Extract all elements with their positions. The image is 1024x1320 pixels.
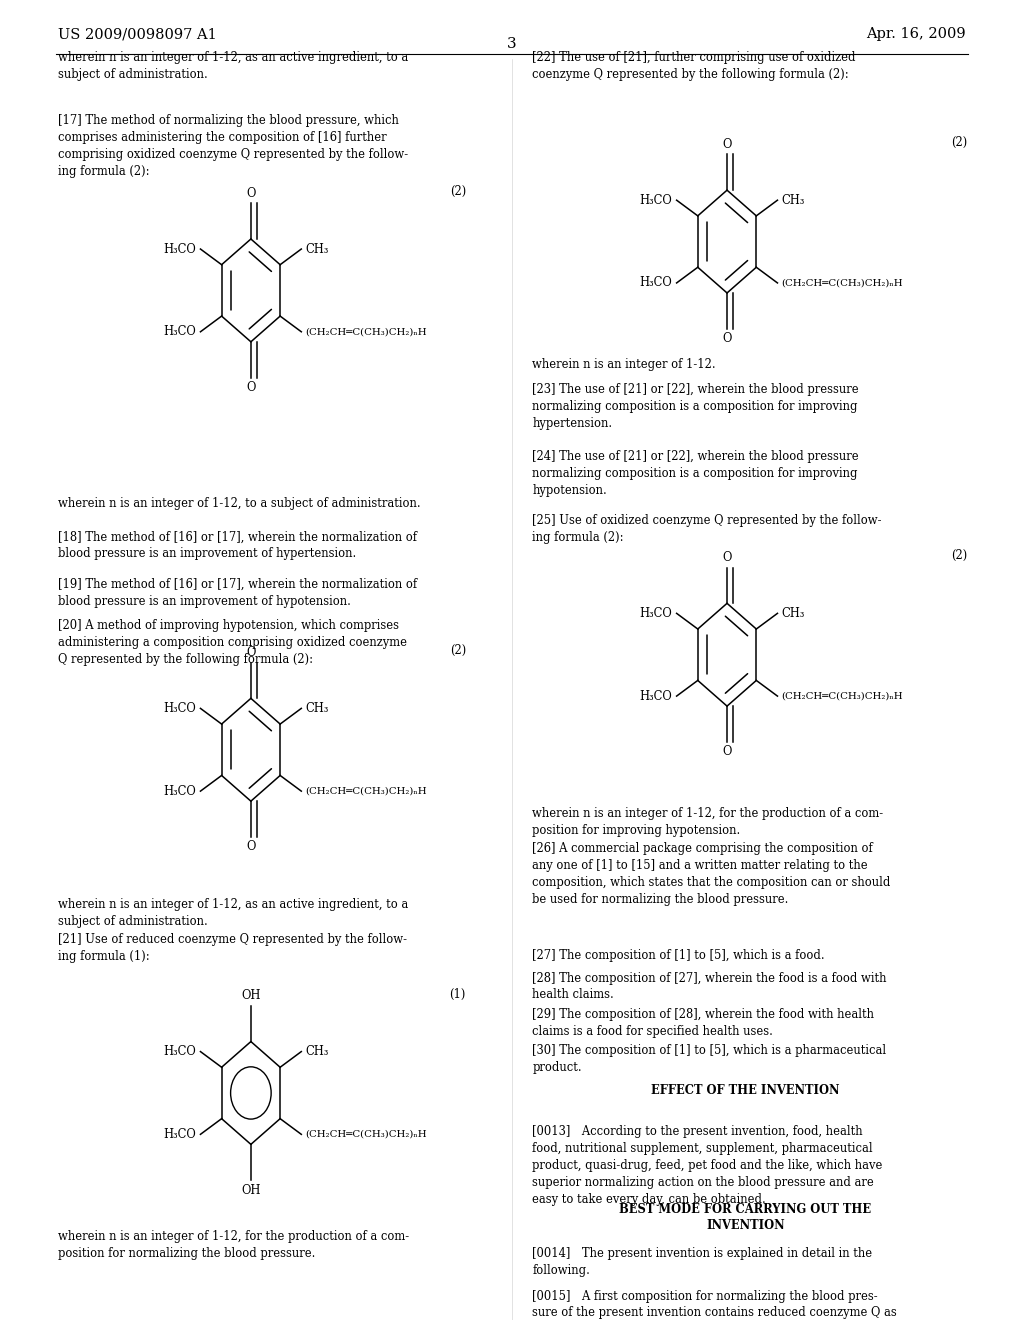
Text: [25] Use of oxidized coenzyme Q represented by the follow-
ing formula (2):: [25] Use of oxidized coenzyme Q represen… — [532, 513, 882, 544]
Text: CH₃: CH₃ — [305, 1045, 329, 1059]
Text: (1): (1) — [450, 987, 466, 1001]
Text: EFFECT OF THE INVENTION: EFFECT OF THE INVENTION — [651, 1084, 840, 1097]
Text: (CH₂CH═C(CH₃)CH₂)ₙH: (CH₂CH═C(CH₃)CH₂)ₙH — [781, 279, 903, 288]
Text: [22] The use of [21], further comprising use of oxidized
coenzyme Q represented : [22] The use of [21], further comprising… — [532, 50, 856, 81]
Text: [0013] According to the present invention, food, health
food, nutritional supple: [0013] According to the present inventio… — [532, 1125, 883, 1205]
Text: CH₃: CH₃ — [781, 607, 805, 620]
Text: (CH₂CH═C(CH₃)CH₂)ₙH: (CH₂CH═C(CH₃)CH₂)ₙH — [781, 692, 903, 701]
Text: O: O — [246, 187, 256, 199]
Text: wherein n is an integer of 1-12.: wherein n is an integer of 1-12. — [532, 358, 716, 371]
Text: [20] A method of improving hypotension, which comprises
administering a composit: [20] A method of improving hypotension, … — [58, 619, 408, 665]
Text: [29] The composition of [28], wherein the food with health
claims is a food for : [29] The composition of [28], wherein th… — [532, 1008, 874, 1039]
Text: BEST MODE FOR CARRYING OUT THE
INVENTION: BEST MODE FOR CARRYING OUT THE INVENTION — [620, 1203, 871, 1233]
Text: H₃CO: H₃CO — [640, 607, 673, 620]
Text: CH₃: CH₃ — [305, 702, 329, 715]
Text: 3: 3 — [507, 37, 517, 50]
Text: Apr. 16, 2009: Apr. 16, 2009 — [866, 28, 966, 41]
Text: H₃CO: H₃CO — [164, 1045, 197, 1059]
Text: (2): (2) — [951, 549, 968, 562]
Text: [27] The composition of [1] to [5], which is a food.: [27] The composition of [1] to [5], whic… — [532, 949, 825, 962]
Text: [0014] The present invention is explained in detail in the
following.: [0014] The present invention is explaine… — [532, 1246, 872, 1276]
Text: (CH₂CH═C(CH₃)CH₂)ₙH: (CH₂CH═C(CH₃)CH₂)ₙH — [305, 787, 427, 796]
Text: wherein n is an integer of 1-12, for the production of a com-
position for norma: wherein n is an integer of 1-12, for the… — [58, 1230, 410, 1261]
Text: O: O — [246, 647, 256, 659]
Text: wherein n is an integer of 1-12, as an active ingredient, to a
subject of admini: wherein n is an integer of 1-12, as an a… — [58, 898, 409, 928]
Text: [28] The composition of [27], wherein the food is a food with
health claims.: [28] The composition of [27], wherein th… — [532, 972, 887, 1002]
Text: [24] The use of [21] or [22], wherein the blood pressure
normalizing composition: [24] The use of [21] or [22], wherein th… — [532, 450, 859, 496]
Text: (2): (2) — [951, 136, 968, 149]
Text: H₃CO: H₃CO — [640, 194, 673, 207]
Text: [21] Use of reduced coenzyme Q represented by the follow-
ing formula (1):: [21] Use of reduced coenzyme Q represent… — [58, 933, 408, 964]
Text: (2): (2) — [450, 644, 466, 657]
Text: [30] The composition of [1] to [5], which is a pharmaceutical
product.: [30] The composition of [1] to [5], whic… — [532, 1044, 887, 1074]
Text: wherein n is an integer of 1-12, as an active ingredient, to a
subject of admini: wherein n is an integer of 1-12, as an a… — [58, 50, 409, 81]
Text: OH: OH — [241, 990, 261, 1002]
Text: OH: OH — [241, 1184, 261, 1196]
Text: wherein n is an integer of 1-12, for the production of a com-
position for impro: wherein n is an integer of 1-12, for the… — [532, 807, 884, 837]
Text: O: O — [246, 381, 256, 393]
Text: O: O — [246, 841, 256, 853]
Text: [0015] A first composition for normalizing the blood pres-
sure of the present i: [0015] A first composition for normalizi… — [532, 1290, 897, 1320]
Text: [17] The method of normalizing the blood pressure, which
comprises administering: [17] The method of normalizing the blood… — [58, 115, 409, 178]
Text: H₃CO: H₃CO — [164, 702, 197, 715]
Text: wherein n is an integer of 1-12, to a subject of administration.: wherein n is an integer of 1-12, to a su… — [58, 496, 421, 510]
Text: O: O — [722, 552, 732, 564]
Text: O: O — [722, 139, 732, 150]
Text: H₃CO: H₃CO — [640, 276, 673, 289]
Text: [19] The method of [16] or [17], wherein the normalization of
blood pressure is : [19] The method of [16] or [17], wherein… — [58, 578, 418, 609]
Text: H₃CO: H₃CO — [164, 243, 197, 256]
Text: H₃CO: H₃CO — [640, 689, 673, 702]
Text: CH₃: CH₃ — [305, 243, 329, 256]
Text: O: O — [722, 746, 732, 758]
Text: [23] The use of [21] or [22], wherein the blood pressure
normalizing composition: [23] The use of [21] or [22], wherein th… — [532, 383, 859, 430]
Text: (CH₂CH═C(CH₃)CH₂)ₙH: (CH₂CH═C(CH₃)CH₂)ₙH — [305, 1130, 427, 1139]
Text: O: O — [722, 333, 732, 345]
Text: [26] A commercial package comprising the composition of
any one of [1] to [15] a: [26] A commercial package comprising the… — [532, 842, 891, 906]
Text: [18] The method of [16] or [17], wherein the normalization of
blood pressure is : [18] The method of [16] or [17], wherein… — [58, 531, 418, 561]
Text: H₃CO: H₃CO — [164, 1127, 197, 1140]
Text: CH₃: CH₃ — [781, 194, 805, 207]
Text: H₃CO: H₃CO — [164, 325, 197, 338]
Text: (CH₂CH═C(CH₃)CH₂)ₙH: (CH₂CH═C(CH₃)CH₂)ₙH — [305, 327, 427, 337]
Text: US 2009/0098097 A1: US 2009/0098097 A1 — [58, 28, 217, 41]
Text: (2): (2) — [450, 185, 466, 198]
Text: H₃CO: H₃CO — [164, 784, 197, 797]
